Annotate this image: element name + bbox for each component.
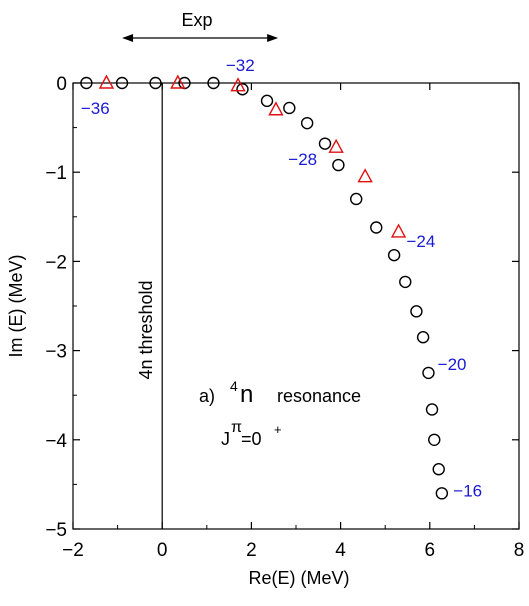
y-tick-label: −3: [45, 342, 67, 363]
data-point-circle: [260, 94, 274, 108]
point-label: −36: [81, 99, 110, 118]
data-point-circle: [425, 403, 439, 416]
data-point-circle: [350, 192, 363, 206]
data-point-circle: [370, 221, 383, 234]
exp-arrow-right-head: [267, 34, 279, 42]
data-point-circle: [318, 137, 332, 150]
data-point-circle: [283, 101, 296, 115]
jpi-plus: +: [274, 422, 282, 437]
y-tick-label: 0: [56, 74, 67, 95]
x-axis-title: Re(E) (MeV): [248, 568, 349, 588]
exp-arrow-left-head: [122, 34, 134, 42]
y-axis-title: Im (E) (MeV): [6, 255, 26, 358]
jpi-annotation: J π =0 +: [221, 419, 282, 449]
resonance-prefix: a): [199, 386, 215, 406]
data-point-triangle: [390, 223, 407, 238]
y-ticks: −5 −4 −3 −2 −1 0: [45, 74, 519, 541]
series-circles: [80, 76, 449, 500]
point-label: −20: [438, 355, 467, 374]
y-tick-label: −4: [45, 431, 67, 452]
jpi-base: J: [221, 429, 230, 449]
point-labels: −36 −32 −28 −24 −20 −16: [81, 56, 482, 500]
data-point-circle: [428, 433, 441, 446]
point-label: −28: [288, 150, 317, 169]
data-point-triangle: [357, 168, 373, 183]
data-point-circle: [332, 158, 345, 172]
data-point-circle: [236, 83, 249, 96]
point-label: −16: [453, 482, 482, 501]
data-point-triangle: [268, 101, 284, 116]
x-tick-label: 4: [335, 540, 346, 561]
data-point-circle: [422, 366, 435, 380]
y-tick-label: −5: [45, 520, 67, 541]
data-point-triangle: [328, 138, 344, 153]
data-point-circle: [115, 76, 129, 90]
data-point-circle: [432, 463, 445, 476]
x-tick-label: 0: [157, 540, 168, 561]
jpi-super: π: [231, 419, 242, 436]
x-tick-label: 8: [514, 540, 525, 561]
data-point-circle: [80, 76, 93, 90]
data-point-triangle: [230, 77, 246, 92]
y-tick-label: −1: [45, 163, 67, 184]
resonance-superscript: 4: [230, 378, 238, 394]
series-triangles: [98, 74, 407, 238]
x-tick-label: 2: [246, 540, 257, 561]
data-point-circle: [149, 76, 162, 90]
data-point-circle: [435, 487, 449, 500]
x-tick-label: −2: [62, 540, 84, 561]
x-tick-label: 6: [425, 540, 436, 561]
point-label: −24: [406, 232, 435, 251]
data-point-circle: [387, 248, 401, 262]
data-point-triangle: [170, 74, 186, 89]
jpi-value: =0: [241, 429, 262, 449]
data-point-circle: [410, 305, 423, 318]
resonance-annotation: a) 4 n resonance: [199, 378, 361, 408]
threshold-label: 4n threshold: [136, 280, 156, 379]
exp-label: Exp: [181, 10, 212, 30]
threshold-line-group: 4n threshold: [136, 83, 163, 529]
exp-arrow-group: Exp: [122, 10, 279, 42]
data-point-circle: [399, 275, 412, 289]
data-point-circle: [416, 331, 430, 344]
resonance-main: n: [240, 381, 253, 408]
data-point-circle: [207, 76, 220, 90]
point-label: −32: [226, 56, 255, 75]
data-point-triangle: [98, 74, 115, 89]
y-tick-label: −2: [45, 252, 67, 273]
resonance-suffix: resonance: [277, 386, 361, 406]
data-point-circle: [300, 116, 314, 130]
